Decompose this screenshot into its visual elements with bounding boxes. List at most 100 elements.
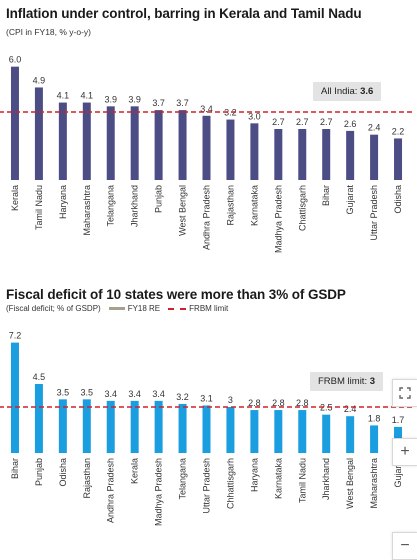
- bar: [106, 106, 115, 180]
- data-label: 2.2: [392, 126, 405, 136]
- bar: [250, 123, 259, 180]
- bar: [34, 384, 43, 453]
- bar: [82, 102, 91, 180]
- data-label: 3.7: [152, 98, 165, 108]
- data-label: 2.4: [344, 404, 357, 414]
- x-tick-label: Haryana: [58, 185, 68, 219]
- x-tick-label: Odisha: [393, 185, 403, 214]
- bar: [202, 115, 211, 180]
- data-label: 7.2: [9, 331, 22, 341]
- data-label: 2.4: [368, 123, 381, 133]
- x-tick-label: Tamil Nadu: [297, 458, 307, 503]
- legend-label: FY18 RE: [127, 304, 161, 313]
- data-label: 3.2: [176, 392, 189, 402]
- legend-label: FRBM limit: [189, 304, 229, 313]
- chart-subtitle: (Fiscal deficit; % of GSDP): [6, 304, 101, 313]
- bar: [154, 110, 163, 180]
- callout-label: All India:: [321, 86, 358, 97]
- data-label: 3.9: [104, 94, 117, 104]
- x-tick-label: Karnataka: [249, 185, 259, 226]
- bar: [322, 129, 331, 180]
- x-tick-label: Gujarat: [393, 458, 403, 488]
- data-label: 2.8: [296, 398, 309, 408]
- data-label: 1.8: [368, 413, 381, 423]
- x-tick-label: Kerala: [10, 185, 20, 211]
- x-tick-label: Telangana: [178, 458, 188, 500]
- data-label: 6.0: [9, 55, 22, 65]
- zoom-out-label: −: [400, 537, 410, 554]
- data-label: 3.5: [57, 387, 70, 397]
- callout-label: FRBM limit:: [318, 376, 368, 387]
- bar: [178, 403, 187, 453]
- x-tick-label: Jharkhand: [321, 458, 331, 500]
- bar: [370, 425, 379, 453]
- x-tick-label: Punjab: [154, 185, 164, 213]
- bar: [298, 129, 307, 180]
- zoom-in-label: +: [400, 443, 410, 460]
- fiscal-deficit-bar-chart: 7.2 Bihar 4.5 Punjab 3.5 Odisha 3.5 Rajasthan 3.…: [0, 331, 414, 526]
- x-tick-label: Chhattisgarh: [225, 458, 235, 509]
- data-label: 3.2: [224, 108, 237, 118]
- legend-line-swatch: [168, 307, 187, 310]
- frbm-limit-callout: FRBM limit: 3: [310, 372, 384, 391]
- data-label: 4.1: [57, 91, 70, 101]
- data-label: 3.5: [81, 387, 94, 397]
- fiscal-deficit-chart-panel: Fiscal deficit of 10 states were more th…: [0, 281, 417, 557]
- bar: [370, 134, 379, 180]
- data-label: 3.4: [200, 104, 213, 114]
- x-tick-label: Rajasthan: [82, 458, 92, 499]
- x-tick-label: Uttar Pradesh: [369, 185, 379, 241]
- x-tick-label: Chattisgarh: [297, 185, 307, 231]
- x-tick-label: Telangana: [106, 185, 116, 227]
- x-tick-label: Tamil Nadu: [34, 185, 44, 230]
- data-label: 4.9: [33, 75, 46, 85]
- chart-legend: (Fiscal deficit; % of GSDP) FY18 RE FRBM…: [6, 304, 228, 313]
- legend-item-line: FRBM limit: [168, 304, 228, 313]
- x-tick-label: Kerala: [130, 458, 140, 484]
- data-label: 4.5: [33, 372, 46, 382]
- data-label: 3.4: [104, 389, 117, 399]
- chart-subtitle: (CPI in FY18, % y-o-y): [6, 27, 92, 37]
- bar: [82, 399, 91, 453]
- bar: [130, 106, 139, 180]
- bar: [274, 410, 283, 453]
- bar: [106, 400, 115, 453]
- data-label: 2.7: [272, 117, 285, 127]
- fullscreen-button[interactable]: [392, 379, 417, 407]
- x-tick-label: Maharashtra: [369, 458, 379, 509]
- x-tick-label: Bihar: [321, 185, 331, 206]
- inflation-chart-panel: Inflation under control, barring in Kera…: [0, 0, 417, 275]
- bar: [226, 407, 235, 453]
- bar: [58, 399, 67, 453]
- inflation-bar-chart: 6.0 Kerala 4.9 Tamil Nadu 4.1 Haryana 4.1 Mahar…: [0, 55, 414, 253]
- bar: [202, 405, 211, 453]
- x-tick-label: Odisha: [58, 458, 68, 487]
- data-label: 2.7: [320, 117, 333, 127]
- x-tick-label: Haryana: [249, 458, 259, 492]
- bar: [322, 414, 331, 453]
- x-tick-label: Uttar Pradesh: [202, 458, 212, 514]
- zoom-in-button[interactable]: +: [392, 438, 417, 466]
- bar: [178, 110, 187, 180]
- bar: [226, 119, 235, 180]
- data-label: 3.4: [128, 389, 141, 399]
- x-tick-label: Karnataka: [273, 458, 283, 499]
- bar: [274, 129, 283, 180]
- fullscreen-icon: [399, 387, 411, 399]
- data-label: 3.4: [152, 389, 165, 399]
- bar: [250, 410, 259, 453]
- data-label: 3.9: [128, 94, 141, 104]
- zoom-out-button[interactable]: −: [392, 532, 417, 560]
- data-label: 3.7: [176, 98, 189, 108]
- legend-bar-swatch: [108, 307, 125, 311]
- data-label: 2.8: [248, 398, 261, 408]
- bar: [58, 102, 67, 180]
- x-tick-label: Madhya Pradesh: [154, 458, 164, 526]
- data-label: 2.8: [272, 398, 285, 408]
- bar: [346, 130, 355, 180]
- x-tick-label: Punjab: [34, 458, 44, 486]
- data-label: 2.6: [344, 119, 357, 129]
- data-label: 4.1: [81, 91, 94, 101]
- legend-item-bars: FY18 RE: [108, 304, 161, 313]
- data-label: 1.7: [392, 415, 405, 425]
